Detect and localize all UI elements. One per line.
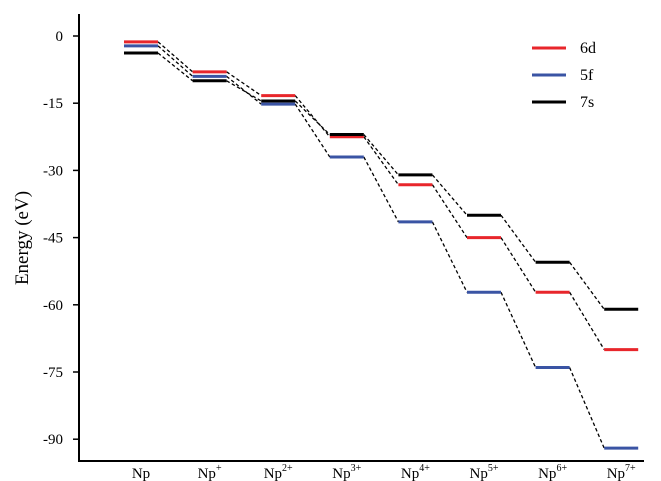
y-tick-label: -90	[43, 432, 63, 448]
connector-line	[363, 136, 399, 186]
legend-label-7s: 7s	[580, 94, 594, 111]
connector-line	[157, 52, 194, 82]
x-tick-label: Np+	[198, 463, 222, 481]
x-tick-label: Np7+	[607, 463, 636, 481]
y-tick-label: 0	[56, 29, 64, 45]
legend: 6d 5f 7s	[532, 40, 596, 111]
connector-line	[157, 41, 194, 73]
y-ticks: 0 -15 -30 -45 -60 -75 -90	[43, 29, 79, 448]
y-axis-title: Energy (eV)	[12, 191, 33, 285]
x-tick-label: Np	[132, 466, 150, 481]
connector-line	[431, 221, 468, 293]
y-tick-label: -45	[43, 231, 63, 247]
x-tick-label: Np5+	[470, 463, 499, 481]
legend-label-5f: 5f	[580, 67, 594, 84]
connector-line	[569, 291, 605, 350]
connector-line	[431, 184, 468, 238]
connector-line	[500, 291, 537, 368]
x-tick-labels: Np Np+ Np2+ Np3+ Np4+ Np5+ Np6+ Np7+	[132, 463, 636, 481]
y-tick-label: -15	[43, 96, 63, 112]
axes: 0 -15 -30 -45 -60 -75 -90 Energy (eV)	[12, 14, 644, 462]
x-tick-label: Np2+	[264, 463, 293, 481]
legend-label-6d: 6d	[580, 40, 596, 57]
y-tick-label: -60	[43, 298, 63, 314]
connector-line	[294, 100, 331, 136]
x-tick-label: Np3+	[332, 463, 361, 481]
energy-levels	[124, 40, 639, 450]
connector-line	[157, 45, 194, 77]
x-tick-label: Np6+	[538, 463, 567, 481]
connector-line	[500, 214, 537, 263]
connector-line	[569, 367, 605, 449]
connector-line	[363, 134, 399, 176]
y-tick-label: -30	[43, 163, 63, 179]
connector-line	[294, 103, 331, 158]
y-tick-label: -75	[43, 365, 63, 381]
connector-line	[431, 174, 468, 216]
connector-line	[226, 80, 262, 102]
connector-line	[500, 237, 537, 293]
connector-line	[294, 95, 331, 138]
connector-line	[226, 71, 262, 97]
connector-line	[569, 261, 605, 310]
x-tick-label: Np4+	[401, 463, 430, 481]
connectors	[157, 41, 605, 449]
connector-line	[226, 75, 262, 105]
connector-line	[363, 156, 399, 223]
